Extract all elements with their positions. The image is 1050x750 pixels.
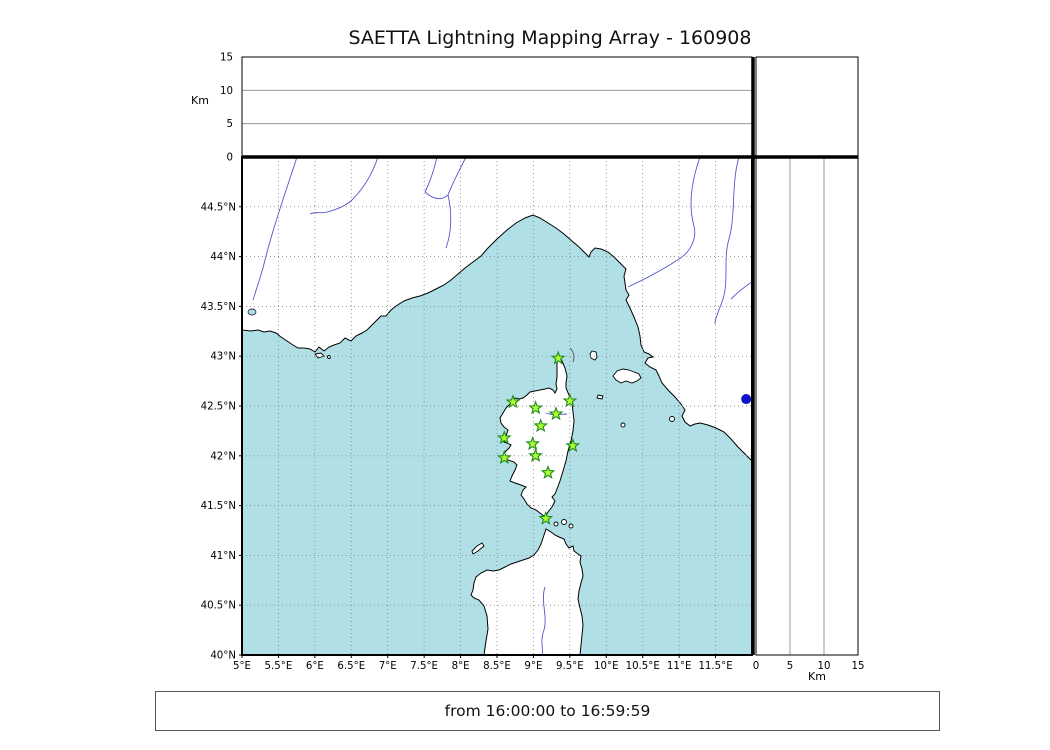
station-marker <box>548 406 564 421</box>
river <box>730 281 752 300</box>
lat-tick-label: 41°N <box>210 551 236 562</box>
montecristo-island <box>620 422 626 428</box>
mainland-coastline <box>242 157 752 462</box>
coastal-lagoon <box>247 308 257 316</box>
lon-tick-label: 6°E <box>306 661 324 672</box>
maddalena-island <box>561 519 567 525</box>
lon-tick-label: 11.5°E <box>698 661 732 672</box>
station-marker <box>496 449 512 465</box>
altitude-lon-panel-frame <box>241 56 753 158</box>
lon-tick-label: 10°E <box>594 661 619 672</box>
river <box>447 157 467 196</box>
tick-labels: 5°E 5.5°E 6°E 6.5°E 7°E 7.5°E 8°E 8.5°E 9°E 9.5°E… <box>201 53 865 673</box>
figure-title: SAETTA Lightning Mapping Array - 160908 <box>348 27 752 49</box>
river <box>714 157 740 325</box>
hyeres-island <box>314 352 325 359</box>
lon-tick-label: 6.5°E <box>337 661 365 672</box>
time-range-box: from 16:00:00 to 16:59:59 <box>155 691 940 731</box>
km-axis-label-right: Km <box>808 670 826 683</box>
lon-tick-label: 5.5°E <box>265 661 293 672</box>
station-marker <box>565 438 581 453</box>
lat-tick-label: 40.5°N <box>201 601 236 612</box>
station-marker <box>505 394 521 409</box>
river <box>252 157 298 301</box>
lon-tick-label: 9°E <box>524 661 542 672</box>
sardinia-coastline <box>470 528 584 655</box>
altitude-histogram-panel-frame <box>755 56 859 158</box>
river <box>541 586 546 655</box>
alt-tick-label-bottom: 0 <box>753 661 759 672</box>
lat-tick-label: 42.5°N <box>201 402 236 413</box>
lon-tick-label: 9.5°E <box>556 661 584 672</box>
lat-tick-label: 44.5°N <box>201 202 236 213</box>
alt-tick-label-bottom: 5 <box>787 661 793 672</box>
lat-tick-label: 40°N <box>210 651 236 662</box>
data-points <box>496 350 752 525</box>
km-axis-label-top: Km <box>191 94 209 107</box>
lat-tick-label: 43.5°N <box>201 302 236 313</box>
lon-tick-label: 8.5°E <box>483 661 511 672</box>
lon-tick-label: 7.5°E <box>410 661 438 672</box>
lon-tick-label: 11°E <box>667 661 692 672</box>
station-marker <box>528 400 543 415</box>
station-marker <box>540 464 556 479</box>
maddalena-island <box>553 521 559 527</box>
altitude-lat-panel-frame <box>755 156 859 656</box>
alt-tick-label-bottom: 15 <box>852 661 865 672</box>
lightning-source-point <box>741 394 752 405</box>
alt-tick-label-left: 0 <box>227 153 233 164</box>
panel-grid <box>242 89 825 655</box>
station-marker <box>562 393 578 408</box>
river <box>424 191 452 249</box>
lon-tick-label: 5°E <box>233 661 251 672</box>
giglio-island <box>669 416 675 422</box>
elba-island <box>612 368 642 384</box>
pianosa-island <box>596 394 604 400</box>
corsica-coastline <box>499 354 575 518</box>
alt-tick-label-bottom: 10 <box>818 661 831 672</box>
asinara-island <box>471 542 485 555</box>
alt-tick-label-left: 5 <box>227 119 233 130</box>
lat-tick-label: 42°N <box>210 451 236 462</box>
hyeres-island <box>327 355 331 359</box>
time-range-text: from 16:00:00 to 16:59:59 <box>444 702 651 720</box>
lon-tick-label: 8°E <box>452 661 470 672</box>
lon-tick-label: 7°E <box>379 661 397 672</box>
alt-tick-label-left: 10 <box>220 86 233 97</box>
station-marker <box>533 418 549 433</box>
lat-tick-label: 44°N <box>210 252 236 263</box>
station-marker <box>525 435 541 451</box>
station-marker <box>538 510 554 525</box>
sea-contour-mark <box>569 347 575 363</box>
lon-tick-label: 10.5°E <box>626 661 660 672</box>
capraia-island <box>589 350 598 361</box>
lat-tick-label: 43°N <box>210 352 236 363</box>
station-marker <box>528 447 543 463</box>
alt-tick-label-left: 15 <box>220 53 233 64</box>
river <box>424 157 438 193</box>
river <box>627 157 701 288</box>
lat-tick-label: 41.5°N <box>201 501 236 512</box>
river <box>309 157 379 215</box>
station-marker <box>550 350 566 365</box>
station-marker <box>496 430 512 445</box>
